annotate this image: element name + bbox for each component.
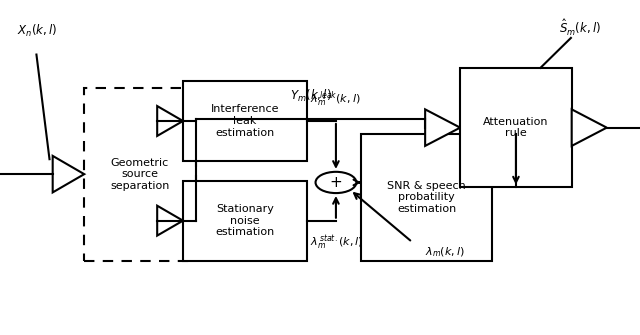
Bar — [460, 68, 572, 188]
Polygon shape — [425, 109, 460, 146]
Polygon shape — [572, 109, 607, 146]
Text: $\lambda_m(k,l)$: $\lambda_m(k,l)$ — [425, 246, 465, 259]
Bar — [183, 181, 307, 261]
Polygon shape — [157, 106, 183, 136]
Text: $Y_m(k,l)$: $Y_m(k,l)$ — [289, 87, 332, 104]
Text: $\lambda_m^{\,leak}(k,l)$: $\lambda_m^{\,leak}(k,l)$ — [310, 89, 361, 109]
Text: $\hat{S}_m(k,l)$: $\hat{S}_m(k,l)$ — [559, 18, 602, 38]
Text: $X_n(k,l)$: $X_n(k,l)$ — [17, 23, 58, 39]
Text: SNR & speech
probatility
estimation: SNR & speech probatility estimation — [387, 181, 466, 214]
Text: Geometric
source
separation: Geometric source separation — [110, 157, 170, 191]
Polygon shape — [157, 206, 183, 236]
Text: $\lambda_m^{\,stat.}(k,l)$: $\lambda_m^{\,stat.}(k,l)$ — [310, 233, 364, 252]
Bar — [183, 81, 307, 161]
Text: Interference
leak
estimation: Interference leak estimation — [211, 105, 280, 138]
Bar — [84, 88, 196, 261]
Text: Attenuation
rule: Attenuation rule — [483, 117, 548, 138]
Polygon shape — [52, 156, 84, 192]
Bar — [362, 134, 492, 261]
Text: +: + — [330, 175, 342, 190]
Text: Stationary
noise
estimation: Stationary noise estimation — [216, 204, 275, 237]
